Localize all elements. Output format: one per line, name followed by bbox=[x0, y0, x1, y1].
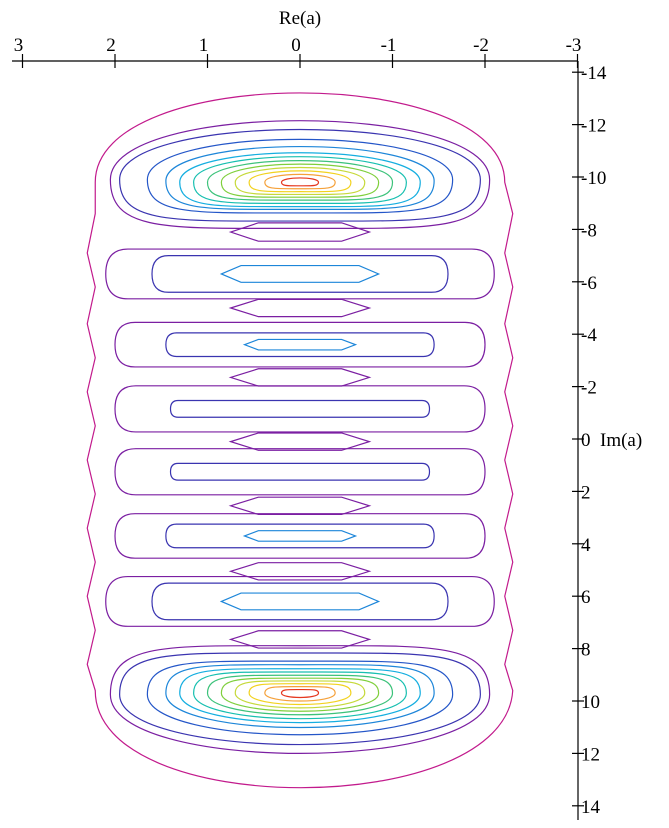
contour-bottom-peak-8 bbox=[220, 677, 380, 712]
contour-top-peak-12 bbox=[280, 177, 320, 187]
y-tick-label: -8 bbox=[581, 220, 597, 241]
contour-lobe-p1-a bbox=[114, 448, 486, 496]
contour-lobe-p4-b bbox=[165, 523, 435, 549]
x-tick-label: 3 bbox=[14, 35, 24, 56]
contour-lobe-m4-a bbox=[114, 321, 486, 368]
y-tick-label: 0 bbox=[581, 430, 591, 451]
contour-lobe-m6-b bbox=[151, 255, 449, 293]
contour-bottom-peak-4 bbox=[165, 664, 435, 729]
contour-lobe-m4-b bbox=[165, 332, 435, 358]
y-tick-label: 4 bbox=[581, 535, 591, 556]
x-tick-label: -2 bbox=[473, 35, 489, 56]
contour-top-peak-4 bbox=[165, 146, 435, 210]
y-tick-label: -10 bbox=[581, 168, 606, 189]
y-tick-label: -12 bbox=[581, 116, 606, 137]
contour-bottom-peak-10 bbox=[248, 683, 352, 706]
contour-bottom-peak-3 bbox=[146, 660, 454, 736]
y-tick-label: 2 bbox=[581, 482, 591, 503]
contour-valley-m5 bbox=[228, 298, 372, 318]
contour-top-peak-1 bbox=[109, 120, 491, 230]
contour-lobe-p1-b bbox=[169, 462, 431, 481]
contour-valley-p2 bbox=[228, 496, 372, 516]
x-tick-label: -1 bbox=[381, 35, 397, 56]
y-tick-label: 14 bbox=[581, 797, 601, 818]
x-tick-label: 1 bbox=[199, 35, 209, 56]
contour-top-peak-9 bbox=[234, 166, 366, 196]
contour-lines bbox=[86, 92, 514, 789]
y-axis-label: Im(a) bbox=[600, 430, 642, 451]
y-tick-label: 10 bbox=[581, 692, 600, 713]
contour-bottom-peak-2 bbox=[119, 652, 481, 746]
contour-outer-envelope bbox=[86, 92, 514, 789]
contour-lobe-m6-a bbox=[105, 248, 495, 300]
contour-lobe-p6-a bbox=[105, 575, 495, 627]
x-tick-label: 2 bbox=[106, 35, 116, 56]
x-axis-ticks: 3 2 1 0 -1 -2 -3 bbox=[14, 35, 582, 68]
y-tick-label: -4 bbox=[581, 325, 597, 346]
contour-valley-m8 bbox=[228, 222, 372, 242]
contour-lobe-m1-a bbox=[114, 385, 486, 433]
x-tick-label: 0 bbox=[291, 35, 301, 56]
contour-lobe-m6-c bbox=[219, 264, 381, 283]
y-tick-label: -14 bbox=[581, 63, 607, 84]
x-tick-label: -3 bbox=[566, 35, 582, 56]
contour-valley-0 bbox=[228, 432, 372, 451]
contour-top-peak-2 bbox=[119, 129, 481, 222]
contour-top-peak-11 bbox=[264, 173, 336, 190]
contour-top-peak-8 bbox=[220, 163, 380, 198]
contour-top-peak-7 bbox=[206, 160, 394, 201]
contour-top-peak-5 bbox=[179, 152, 421, 208]
contour-valley-p5 bbox=[228, 562, 372, 581]
contour-lobe-m1-b bbox=[169, 399, 431, 418]
contour-bottom-peak-6 bbox=[193, 671, 407, 720]
contour-lobe-p4-a bbox=[114, 513, 486, 559]
contour-top-peak-10 bbox=[248, 170, 352, 193]
contour-bottom-peak-9 bbox=[234, 680, 366, 709]
contour-lobe-p6-b bbox=[151, 582, 449, 621]
contour-bottom-peak-12 bbox=[280, 688, 320, 699]
y-tick-label: 12 bbox=[581, 744, 600, 765]
contour-bottom-peak-11 bbox=[264, 686, 336, 702]
contour-top-peak-3 bbox=[146, 138, 454, 214]
y-tick-label: 6 bbox=[581, 587, 591, 608]
y-tick-label: 8 bbox=[581, 640, 591, 661]
contour-lobe-m4-c bbox=[242, 338, 358, 351]
y-tick-label: -2 bbox=[581, 378, 597, 399]
y-axis-ticks: -14 -12 -10 -8 -6 -4 -2 0 2 4 6 8 10 12 14 bbox=[572, 63, 607, 818]
contour-valley-m2 bbox=[228, 368, 372, 387]
contour-lobe-p6-c bbox=[219, 592, 381, 611]
contour-top-peak-6 bbox=[193, 156, 407, 204]
contour-bottom-peak-1 bbox=[109, 645, 491, 754]
contour-bottom-peak-7 bbox=[206, 674, 394, 716]
contour-bottom-peak-5 bbox=[179, 668, 421, 724]
y-tick-label: -6 bbox=[581, 273, 597, 294]
x-axis-label: Re(a) bbox=[279, 8, 321, 29]
contour-valley-p8 bbox=[228, 630, 372, 649]
contour-lobe-p4-c bbox=[242, 530, 358, 542]
